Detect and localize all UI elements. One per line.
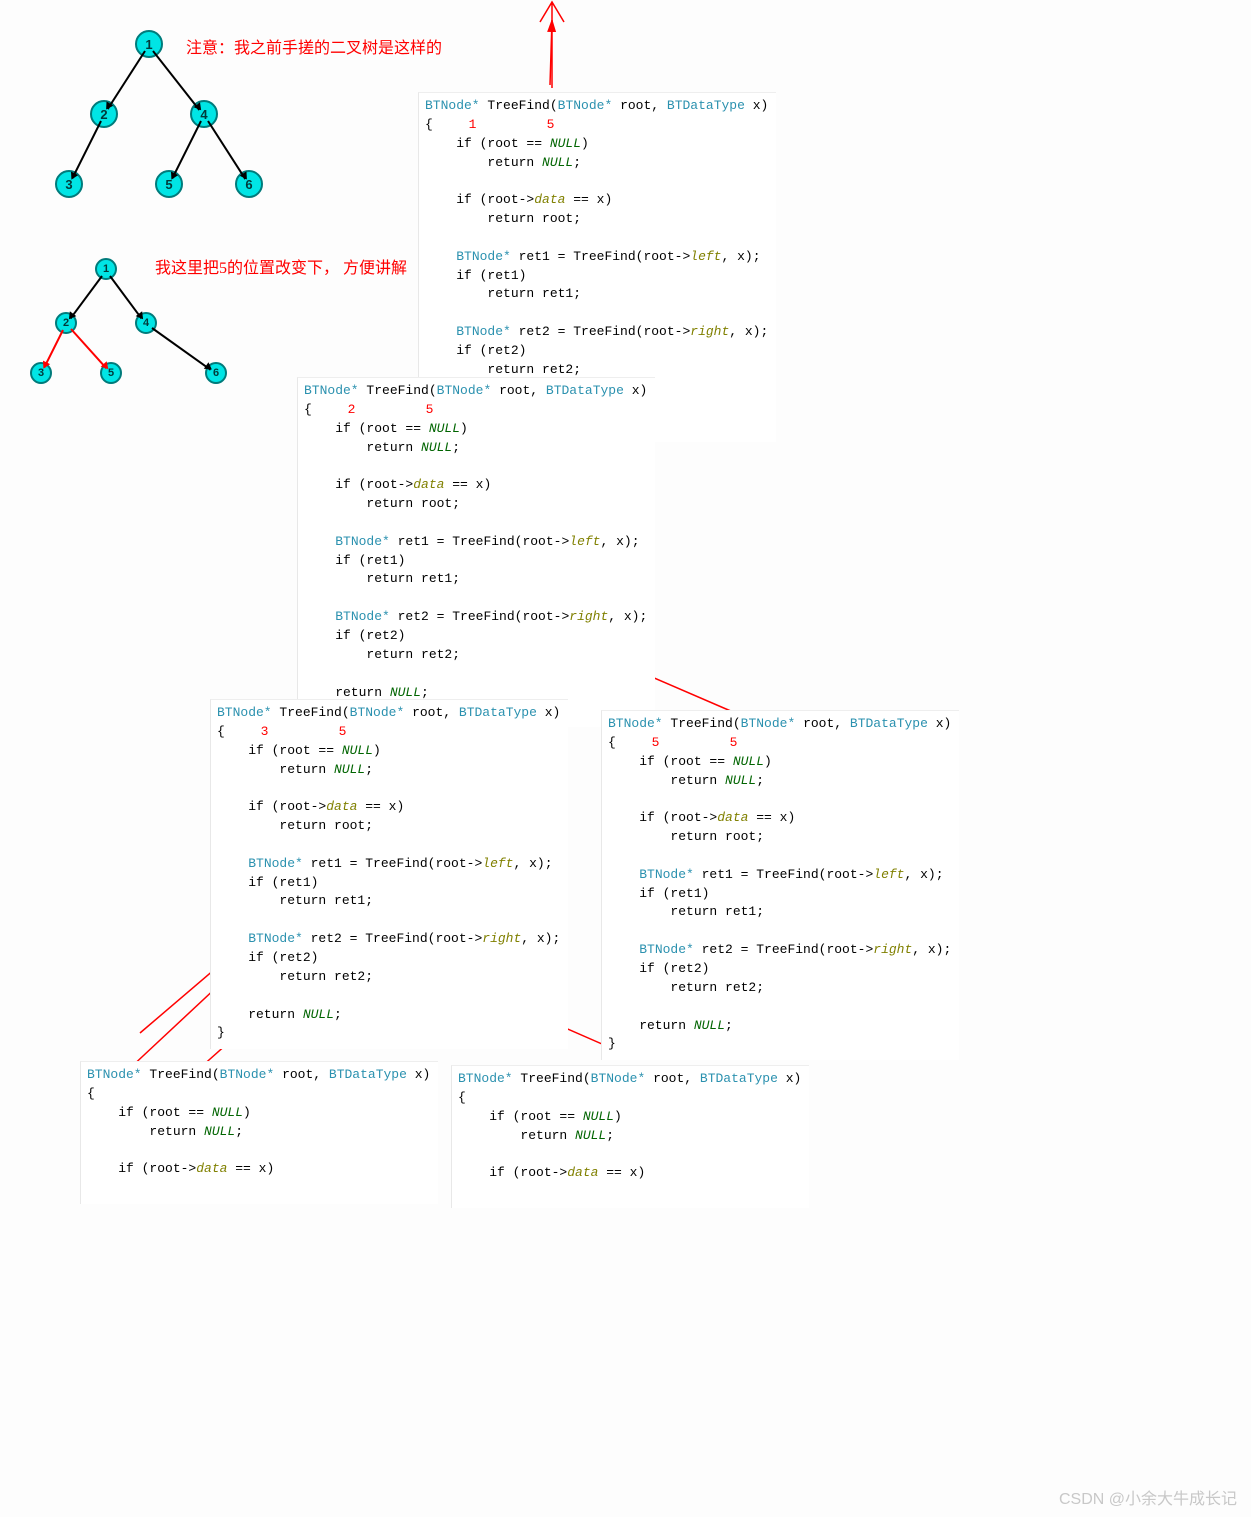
tree-2-note: 我这里把5的位置改变下， 方便讲解 <box>155 258 407 280</box>
tree-edge <box>153 50 201 110</box>
tree-edge <box>151 327 211 370</box>
code-block-b6: BTNode* TreeFind(BTNode* root, BTDataTyp… <box>451 1065 809 1208</box>
tree-edge <box>109 275 142 319</box>
tree-1-note: 注意：我之前手搓的二叉树是这样的 <box>186 34 442 58</box>
watermark: CSDN @小余大牛成长记 <box>1059 1485 1237 1509</box>
tree-node-1: 1 <box>135 30 163 58</box>
tree-edge <box>207 120 246 179</box>
tree-edge <box>107 50 146 109</box>
tree-node-6: 6 <box>235 170 263 198</box>
tree-edge <box>171 121 202 179</box>
tree-edge <box>69 275 102 319</box>
code-block-b2: BTNode* TreeFind(BTNode* root, BTDataTyp… <box>297 377 655 727</box>
tree-edge <box>71 121 102 179</box>
code-block-b4: BTNode* TreeFind(BTNode* root, BTDataTyp… <box>601 710 959 1060</box>
tree-edge <box>70 329 107 370</box>
code-block-b5: BTNode* TreeFind(BTNode* root, BTDataTyp… <box>80 1061 438 1204</box>
code-block-b3: BTNode* TreeFind(BTNode* root, BTDataTyp… <box>210 699 568 1049</box>
tree-node-1: 1 <box>95 258 117 280</box>
